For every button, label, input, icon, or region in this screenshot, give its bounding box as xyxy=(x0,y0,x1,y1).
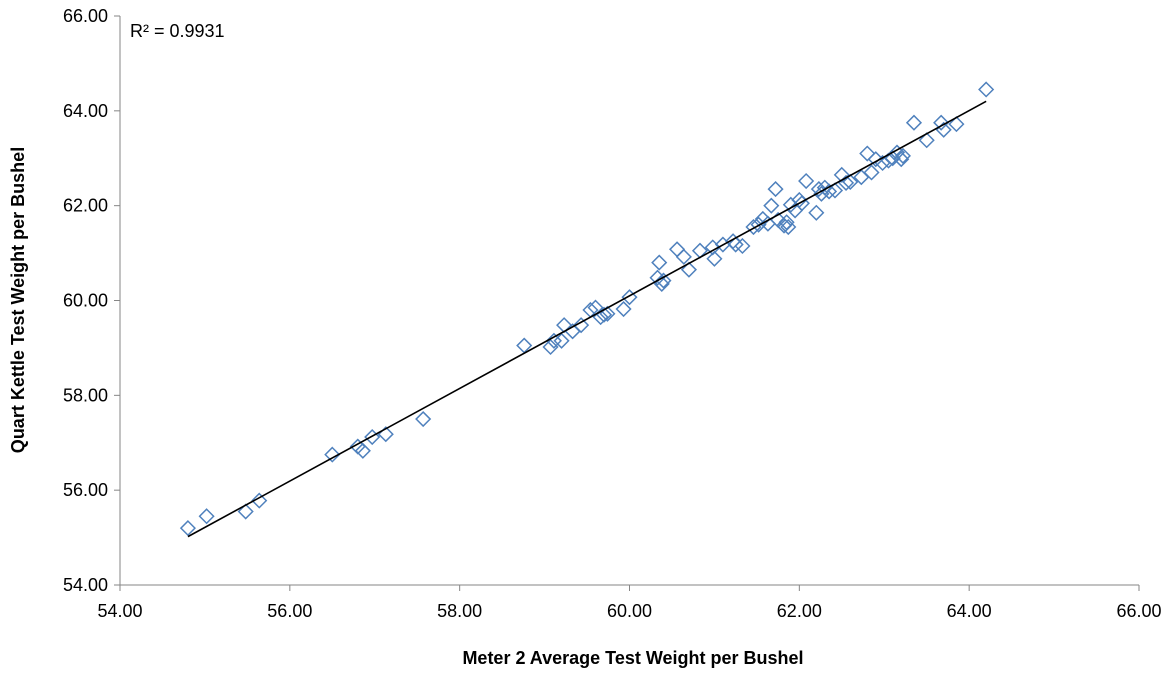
data-point xyxy=(798,172,815,190)
data-point xyxy=(948,116,965,133)
data-point xyxy=(808,204,825,221)
data-point xyxy=(651,254,668,271)
data-point xyxy=(745,218,762,236)
data-point xyxy=(775,217,793,234)
data-point xyxy=(833,166,850,183)
x-tick-label: 58.00 xyxy=(437,601,482,621)
data-point xyxy=(767,181,784,198)
data-point xyxy=(863,164,880,181)
data-point xyxy=(734,237,751,255)
data-point xyxy=(813,185,830,202)
data-point xyxy=(918,132,935,149)
x-tick-label: 54.00 xyxy=(97,601,142,621)
x-tick-label: 64.00 xyxy=(947,601,992,621)
data-point xyxy=(251,492,268,509)
data-point xyxy=(778,214,795,231)
data-point xyxy=(668,241,686,258)
data-point xyxy=(859,145,876,162)
data-point xyxy=(179,520,196,537)
data-point xyxy=(880,152,897,169)
data-point xyxy=(793,195,810,212)
data-point xyxy=(905,114,923,131)
y-tick-label: 54.00 xyxy=(63,575,108,595)
x-tick-label: 60.00 xyxy=(607,601,652,621)
data-point xyxy=(415,410,432,428)
data-point xyxy=(324,446,341,463)
data-point xyxy=(198,508,215,525)
x-axis-title: Meter 2 Average Test Weight per Bushel xyxy=(462,648,803,668)
data-point xyxy=(599,305,616,322)
data-point xyxy=(933,114,950,131)
data-point xyxy=(655,272,672,289)
data-point xyxy=(727,236,744,253)
y-tick-label: 62.00 xyxy=(63,196,108,216)
data-point xyxy=(867,151,884,168)
trendline-layer xyxy=(187,100,987,538)
data-points xyxy=(179,81,995,537)
data-point xyxy=(615,300,632,318)
y-tick-label: 66.00 xyxy=(63,6,108,26)
data-point xyxy=(842,173,859,191)
y-tick-label: 64.00 xyxy=(63,101,108,121)
data-point xyxy=(553,332,570,349)
ticks: 54.00 56.00 58.00 60.00 62.00 64.00 66.00 54.00… xyxy=(63,6,1162,621)
y-tick-label: 56.00 xyxy=(63,480,108,500)
data-point xyxy=(621,289,638,306)
data-point xyxy=(826,182,844,199)
data-point xyxy=(810,181,827,198)
data-point xyxy=(894,147,911,164)
data-point xyxy=(556,317,573,334)
y-tick-label: 60.00 xyxy=(63,291,108,311)
data-point xyxy=(542,338,559,356)
data-point xyxy=(680,261,698,278)
r-squared-annotation: R² = 0.9931 xyxy=(130,21,225,41)
y-tick-label: 58.00 xyxy=(63,385,108,405)
x-tick-label: 56.00 xyxy=(267,601,312,621)
data-point xyxy=(675,248,692,265)
x-tick-label: 62.00 xyxy=(777,601,822,621)
data-point xyxy=(354,442,371,459)
data-point xyxy=(706,250,723,267)
data-point xyxy=(978,81,995,98)
data-point xyxy=(545,332,562,349)
data-point xyxy=(364,428,381,446)
data-point xyxy=(573,317,590,334)
data-point xyxy=(763,197,780,214)
x-tick-label: 66.00 xyxy=(1116,601,1161,621)
data-point xyxy=(780,218,797,236)
y-axis-title: Quart Kettle Test Weight per Bushel xyxy=(8,147,28,453)
trendline xyxy=(187,100,987,538)
data-point xyxy=(237,503,254,520)
